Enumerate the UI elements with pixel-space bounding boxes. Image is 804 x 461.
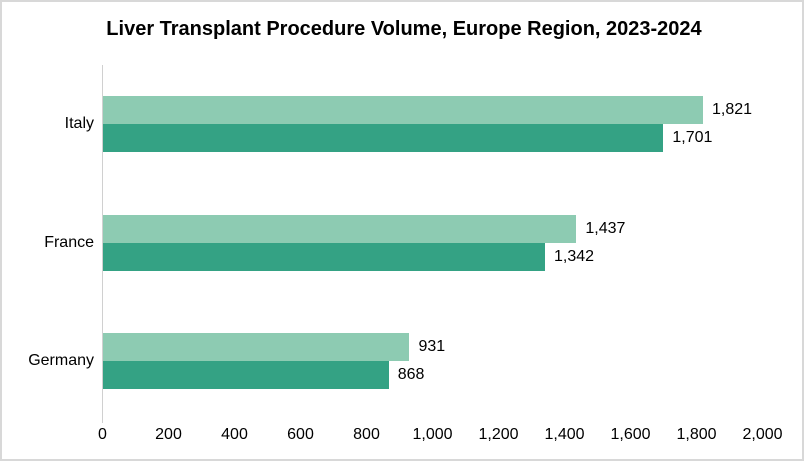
bar-value-label: 868 [397, 365, 425, 383]
x-tick-label: 400 [221, 426, 248, 443]
x-tick-label: 600 [287, 426, 314, 443]
category-label-italy: Italy [64, 115, 94, 133]
bar-value-label: 1,701 [672, 129, 713, 147]
bar-value-label: 1,437 [585, 219, 626, 237]
category-label-germany: Germany [28, 351, 94, 369]
bar-value-label: 1,342 [554, 247, 595, 265]
x-tick-label: 800 [353, 426, 380, 443]
bar-france-series-2-dark-green [102, 242, 546, 271]
category-label-france: France [44, 233, 94, 251]
bar-italy-series-1-light-green [102, 96, 703, 125]
bar-value-label: 1,821 [711, 101, 753, 119]
x-tick-label: 1,800 [676, 426, 717, 443]
x-tick-label: 1,000 [412, 426, 453, 443]
x-tick-label: 2,000 [742, 426, 783, 443]
bar-germany-series-2-dark-green [102, 360, 389, 389]
x-tick-label: 1,400 [544, 426, 585, 443]
bar-italy-series-2-dark-green [102, 124, 664, 153]
x-tick-label: 200 [155, 426, 182, 443]
bar-france-series-1-light-green [102, 214, 577, 243]
x-tick-label: 0 [98, 426, 107, 443]
bar-value-label: 931 [418, 337, 446, 355]
y-axis-line [101, 65, 103, 423]
x-tick-label: 1,600 [610, 426, 651, 443]
chart-title: Liver Transplant Procedure Volume, Europ… [106, 18, 702, 40]
bar-germany-series-1-light-green [102, 332, 410, 361]
x-tick-label: 1,200 [478, 426, 519, 443]
